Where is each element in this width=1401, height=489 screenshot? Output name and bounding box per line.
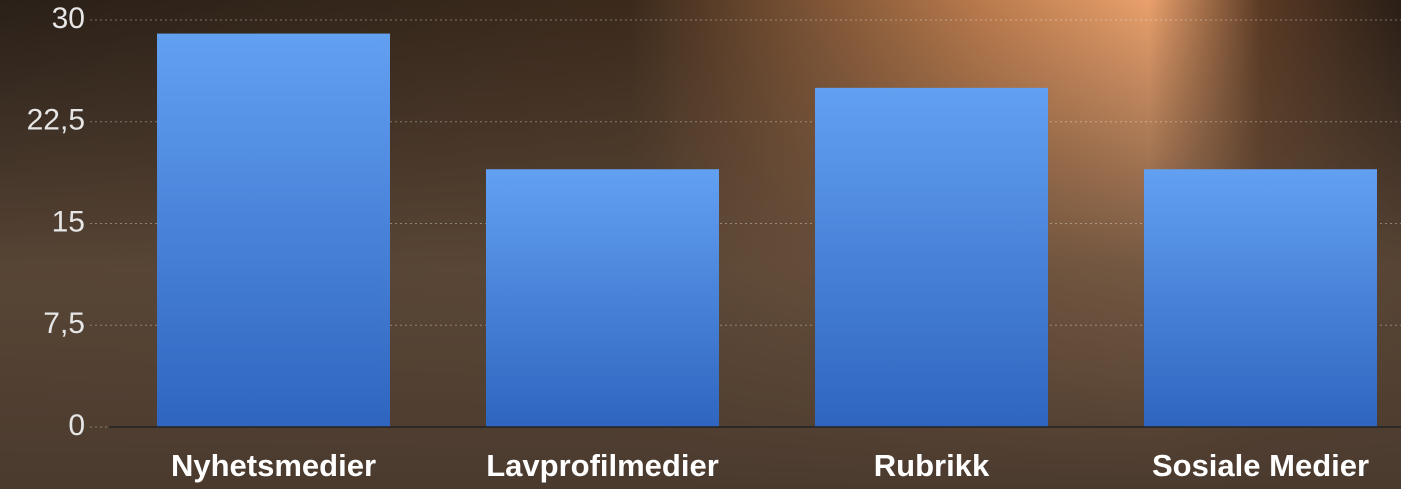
chart: 0 7,5 15 22,5 30 Nyhetsmedier Lavprofilmedier R… (0, 0, 1401, 489)
bar (486, 169, 719, 427)
y-tick-label: 0 (68, 409, 85, 442)
page: {"chart_data": {"type": "bar", "categori… (0, 0, 1401, 489)
bar (1144, 169, 1377, 427)
bar (157, 34, 390, 427)
x-tick-label: Lavprofilmedier (486, 448, 719, 483)
y-tick-label: 30 (52, 2, 85, 35)
y-tick-label: 22,5 (27, 104, 85, 137)
x-tick-label: Rubrikk (874, 448, 990, 483)
y-tick-label: 15 (52, 205, 85, 238)
x-tick-label: Nyhetsmedier (171, 448, 376, 483)
x-tick-label: Sosiale Medier (1152, 448, 1369, 483)
bar (815, 88, 1048, 427)
y-tick-label: 7,5 (43, 307, 85, 340)
